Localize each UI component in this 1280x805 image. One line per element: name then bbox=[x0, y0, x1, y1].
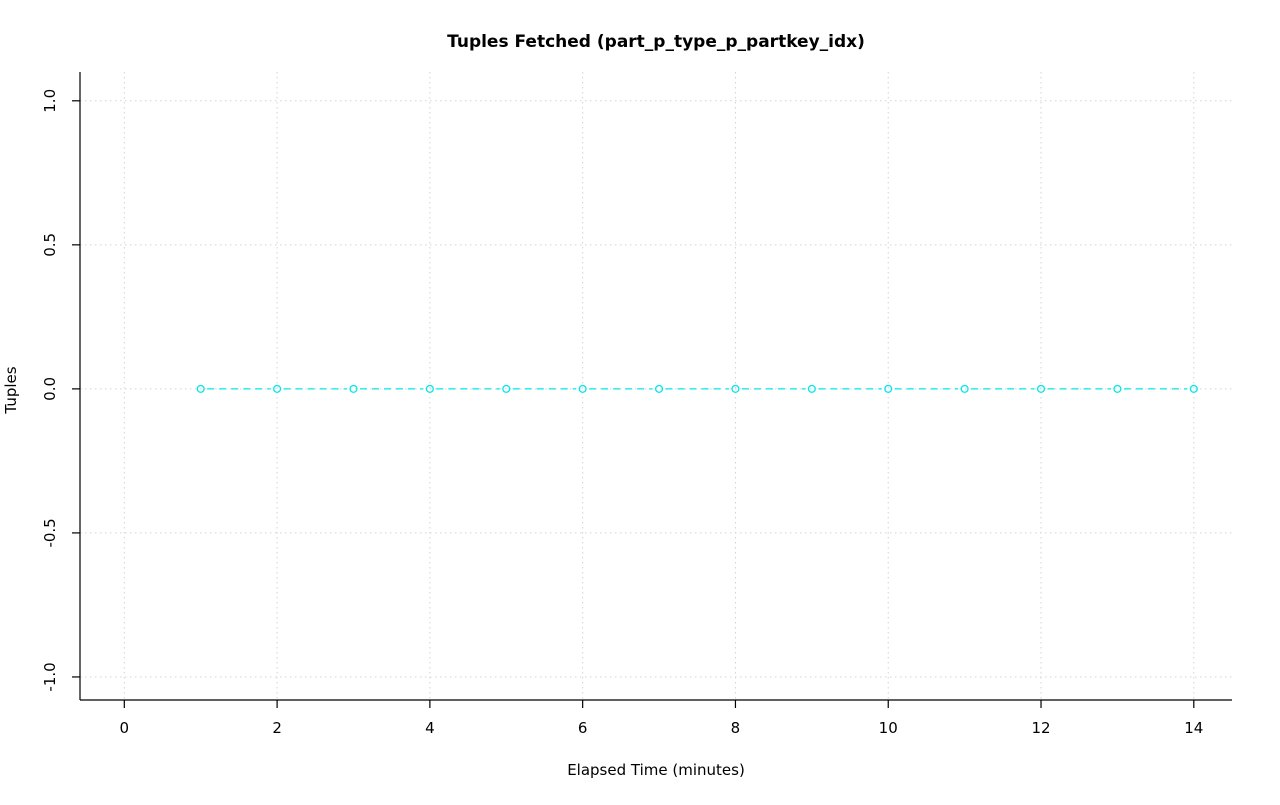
data-point-marker bbox=[731, 384, 740, 393]
grid-layer bbox=[80, 72, 1232, 700]
data-point-marker bbox=[349, 384, 358, 393]
axes-layer: 0 2 4 6 8 10 12 14 -1.0 -0.5 0.0 0.5 1.0 bbox=[41, 72, 1232, 737]
y-tick-label: -1.0 bbox=[41, 662, 59, 691]
x-tick-label: 14 bbox=[1184, 719, 1203, 737]
series-layer bbox=[196, 384, 1198, 393]
y-tick-label: -0.5 bbox=[41, 518, 59, 547]
data-point-marker bbox=[884, 384, 893, 393]
x-tick-label: 8 bbox=[731, 719, 741, 737]
data-point-marker bbox=[1036, 384, 1046, 393]
data-point-marker bbox=[1113, 384, 1122, 393]
data-point-marker bbox=[960, 384, 969, 393]
data-point-marker bbox=[655, 384, 664, 393]
x-axis-label: Elapsed Time (minutes) bbox=[567, 761, 745, 779]
x-tick-label: 6 bbox=[578, 719, 588, 737]
data-point-marker bbox=[425, 384, 434, 393]
data-point-marker bbox=[196, 384, 205, 393]
x-tick-label: 4 bbox=[425, 719, 435, 737]
x-tick-label: 0 bbox=[120, 719, 130, 737]
y-tick-label: 0.0 bbox=[41, 377, 59, 401]
data-point-marker bbox=[1189, 384, 1198, 393]
data-point-marker bbox=[578, 384, 587, 393]
x-tick-label: 10 bbox=[879, 719, 898, 737]
y-axis-label: Tuples bbox=[2, 366, 20, 414]
data-point-marker bbox=[502, 384, 511, 393]
data-point-marker bbox=[807, 384, 816, 393]
data-point-marker bbox=[273, 384, 282, 393]
y-tick-label: 1.0 bbox=[41, 89, 59, 113]
chart-title: Tuples Fetched (part_p_type_p_partkey_id… bbox=[447, 32, 865, 52]
x-tick-label: 2 bbox=[272, 719, 282, 737]
y-tick-label: 0.5 bbox=[41, 233, 59, 257]
x-tick-label: 12 bbox=[1031, 719, 1050, 737]
